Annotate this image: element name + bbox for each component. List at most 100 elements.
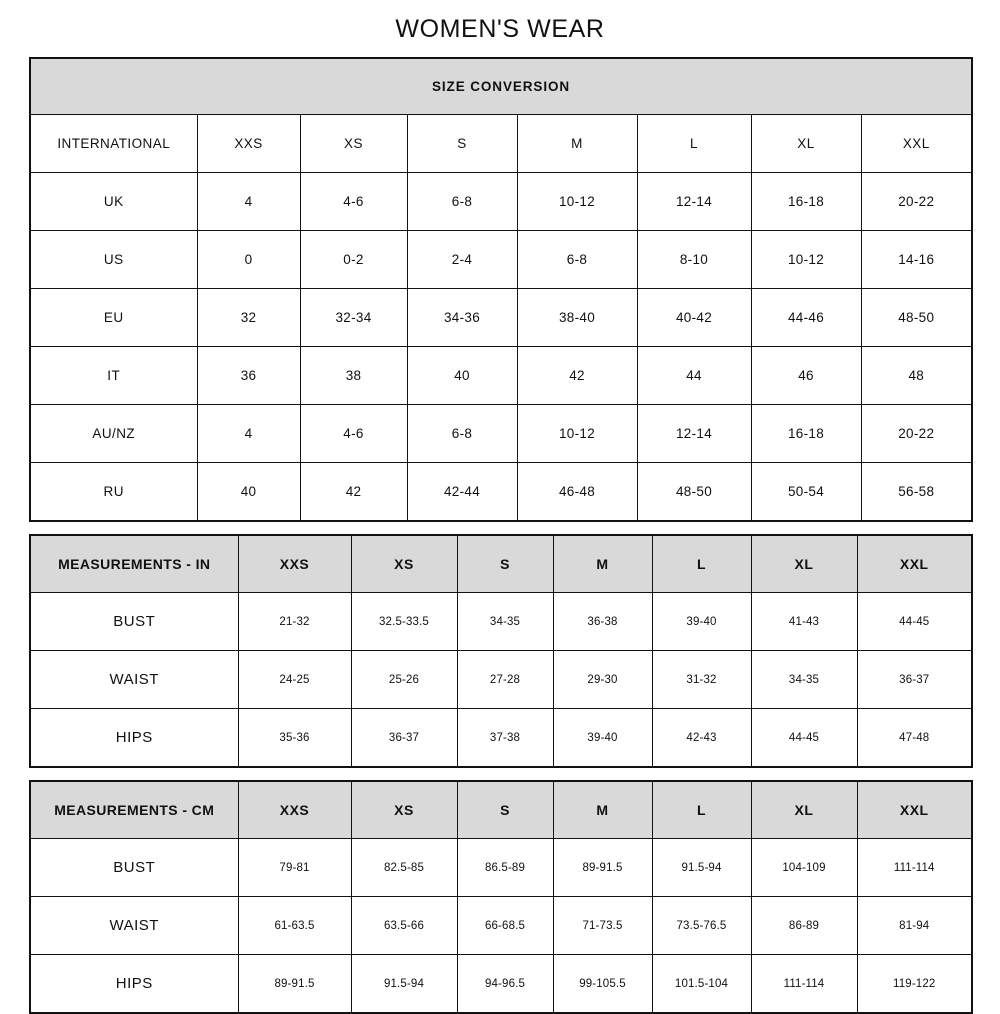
- table-row: HIPS 35-36 36-37 37-38 39-40 42-43 44-45…: [29, 708, 973, 768]
- cell-value: 10-12: [750, 230, 862, 289]
- cell-value: 101.5-104: [651, 954, 752, 1014]
- cell-value: 73.5-76.5: [651, 896, 752, 955]
- cell-value: 61-63.5: [237, 896, 352, 955]
- column-header-xxl: XXL: [860, 114, 973, 173]
- cell-value: 42: [299, 462, 408, 522]
- column-header-xs: XS: [350, 534, 458, 593]
- cell-value: 89-91.5: [237, 954, 352, 1014]
- cell-value: 44: [636, 346, 752, 405]
- cell-value: 44-45: [750, 708, 858, 768]
- cell-value: 10-12: [516, 404, 638, 463]
- cell-value: 16-18: [750, 404, 862, 463]
- column-header-xl: XL: [750, 534, 858, 593]
- column-header-xs: XS: [350, 780, 458, 839]
- cell-value: 12-14: [636, 404, 752, 463]
- column-header-international: INTERNATIONAL: [29, 114, 198, 173]
- cell-value: 32-34: [299, 288, 408, 347]
- cell-value: 4: [196, 172, 301, 231]
- cell-value: 14-16: [860, 230, 973, 289]
- cell-value: 34-35: [750, 650, 858, 709]
- cell-value: 36-37: [350, 708, 458, 768]
- table-header-row: INTERNATIONAL XXS XS S M L XL XXL: [29, 114, 973, 173]
- column-header-m: M: [516, 114, 638, 173]
- cell-value: 104-109: [750, 838, 858, 897]
- cell-value: 48: [860, 346, 973, 405]
- row-label: UK: [29, 172, 198, 231]
- table-row: UK 4 4-6 6-8 10-12 12-14 16-18 20-22: [29, 172, 973, 231]
- table-banner-row: SIZE CONVERSION: [29, 57, 973, 115]
- cell-value: 50-54: [750, 462, 862, 522]
- cell-value: 48-50: [860, 288, 973, 347]
- cell-value: 44-46: [750, 288, 862, 347]
- cell-value: 42-44: [406, 462, 518, 522]
- cell-value: 40: [196, 462, 301, 522]
- column-header-measurements-in: MEASUREMENTS - IN: [29, 534, 239, 593]
- cell-value: 20-22: [860, 172, 973, 231]
- column-header-s: S: [406, 114, 518, 173]
- cell-value: 34-36: [406, 288, 518, 347]
- cell-value: 8-10: [636, 230, 752, 289]
- cell-value: 29-30: [552, 650, 653, 709]
- size-conversion-table: SIZE CONVERSION INTERNATIONAL XXS XS S M…: [29, 57, 974, 522]
- tables-container: SIZE CONVERSION INTERNATIONAL XXS XS S M…: [0, 57, 1000, 1014]
- cell-value: 89-91.5: [552, 838, 653, 897]
- column-header-xxs: XXS: [237, 780, 352, 839]
- cell-value: 21-32: [237, 592, 352, 651]
- cell-value: 36-37: [856, 650, 973, 709]
- cell-value: 6-8: [516, 230, 638, 289]
- cell-value: 82.5-85: [350, 838, 458, 897]
- cell-value: 46-48: [516, 462, 638, 522]
- column-header-m: M: [552, 534, 653, 593]
- page-title: WOMEN'S WEAR: [395, 15, 605, 43]
- cell-value: 38: [299, 346, 408, 405]
- column-header-m: M: [552, 780, 653, 839]
- cell-value: 2-4: [406, 230, 518, 289]
- cell-value: 20-22: [860, 404, 973, 463]
- cell-value: 63.5-66: [350, 896, 458, 955]
- cell-value: 111-114: [856, 838, 973, 897]
- cell-value: 39-40: [552, 708, 653, 768]
- column-header-xxs: XXS: [237, 534, 352, 593]
- row-label: BUST: [29, 592, 239, 651]
- cell-value: 66-68.5: [456, 896, 554, 955]
- table-row: BUST 21-32 32.5-33.5 34-35 36-38 39-40 4…: [29, 592, 973, 651]
- cell-value: 56-58: [860, 462, 973, 522]
- cell-value: 48-50: [636, 462, 752, 522]
- column-header-xxl: XXL: [856, 780, 973, 839]
- column-header-s: S: [456, 534, 554, 593]
- cell-value: 6-8: [406, 172, 518, 231]
- column-header-s: S: [456, 780, 554, 839]
- cell-value: 10-12: [516, 172, 638, 231]
- row-label: RU: [29, 462, 198, 522]
- cell-value: 44-45: [856, 592, 973, 651]
- cell-value: 36-38: [552, 592, 653, 651]
- cell-value: 91.5-94: [651, 838, 752, 897]
- row-label: IT: [29, 346, 198, 405]
- column-header-xxs: XXS: [196, 114, 301, 173]
- cell-value: 86.5-89: [456, 838, 554, 897]
- column-header-l: L: [651, 534, 752, 593]
- column-header-xl: XL: [750, 114, 862, 173]
- table-row: AU/NZ 4 4-6 6-8 10-12 12-14 16-18 20-22: [29, 404, 973, 463]
- cell-value: 40-42: [636, 288, 752, 347]
- table-row: RU 40 42 42-44 46-48 48-50 50-54 56-58: [29, 462, 973, 522]
- row-label: HIPS: [29, 954, 239, 1014]
- table-row: BUST 79-81 82.5-85 86.5-89 89-91.5 91.5-…: [29, 838, 973, 897]
- table-header-row: MEASUREMENTS - CM XXS XS S M L XL XXL: [29, 780, 973, 839]
- row-label: US: [29, 230, 198, 289]
- cell-value: 99-105.5: [552, 954, 653, 1014]
- cell-value: 16-18: [750, 172, 862, 231]
- cell-value: 111-114: [750, 954, 858, 1014]
- cell-value: 86-89: [750, 896, 858, 955]
- table-row: EU 32 32-34 34-36 38-40 40-42 44-46 48-5…: [29, 288, 973, 347]
- cell-value: 36: [196, 346, 301, 405]
- cell-value: 81-94: [856, 896, 973, 955]
- cell-value: 37-38: [456, 708, 554, 768]
- table-row: WAIST 24-25 25-26 27-28 29-30 31-32 34-3…: [29, 650, 973, 709]
- cell-value: 31-32: [651, 650, 752, 709]
- cell-value: 71-73.5: [552, 896, 653, 955]
- cell-value: 0: [196, 230, 301, 289]
- table-row: US 0 0-2 2-4 6-8 8-10 10-12 14-16: [29, 230, 973, 289]
- row-label: EU: [29, 288, 198, 347]
